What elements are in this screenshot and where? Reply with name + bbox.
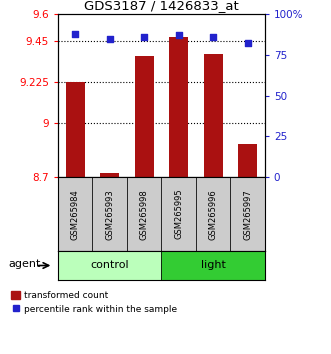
Text: GSM265984: GSM265984 [71, 189, 80, 240]
Bar [135, 56, 154, 177]
Bar [161, 177, 196, 251]
Text: light: light [201, 261, 225, 270]
Bar [230, 177, 265, 251]
Bar [92, 177, 127, 251]
Legend: transformed count, percentile rank within the sample: transformed count, percentile rank withi… [11, 291, 177, 314]
Text: GSM265995: GSM265995 [174, 189, 183, 240]
Bar [100, 173, 119, 177]
Text: GSM265997: GSM265997 [243, 189, 252, 240]
Bar [169, 37, 188, 177]
Point [107, 36, 112, 41]
Bar [161, 251, 265, 280]
Text: GSM265993: GSM265993 [105, 189, 114, 240]
Point [176, 33, 181, 38]
Bar [127, 177, 161, 251]
Text: control: control [90, 261, 129, 270]
Bar [58, 251, 162, 280]
Bar [238, 144, 257, 177]
Title: GDS3187 / 1426833_at: GDS3187 / 1426833_at [84, 0, 239, 12]
Text: GSM265998: GSM265998 [140, 189, 149, 240]
Point [72, 31, 78, 36]
Point [211, 34, 216, 40]
Text: agent: agent [9, 259, 41, 269]
Bar [204, 54, 222, 177]
Point [245, 41, 250, 46]
Bar [196, 177, 230, 251]
Bar [66, 82, 85, 177]
Bar [58, 177, 92, 251]
Point [141, 34, 147, 40]
Text: GSM265996: GSM265996 [209, 189, 217, 240]
